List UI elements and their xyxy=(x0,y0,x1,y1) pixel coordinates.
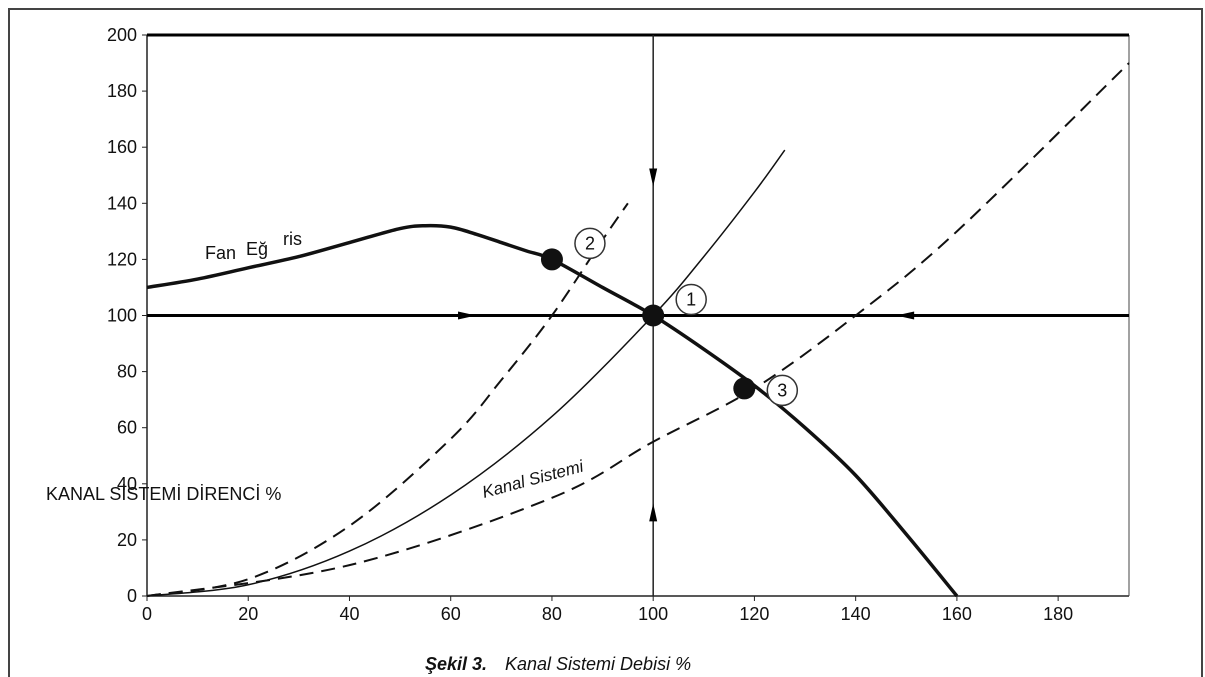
figure-caption-text: Kanal Sistemi Debisi % xyxy=(505,654,691,674)
x-tick-label: 80 xyxy=(542,604,562,624)
arrow-right xyxy=(458,311,477,320)
figure-frame xyxy=(8,8,1203,677)
y-tick-label: 120 xyxy=(107,249,137,269)
operating-point-2 xyxy=(540,248,563,271)
labels-layer: 1 2 3 xyxy=(585,233,787,400)
y-tick-label: 40 xyxy=(117,474,137,494)
operating-point-1 xyxy=(642,304,665,327)
x-tick-label: 140 xyxy=(841,604,871,624)
y-tick-label: 0 xyxy=(127,586,137,606)
fan-curve-label-part1: Fan xyxy=(205,243,236,263)
y-tick-label: 200 xyxy=(107,25,137,45)
series-line-3 xyxy=(146,62,1130,597)
figure-caption-number: Şekil 3. xyxy=(425,654,487,674)
y-tick-label: 60 xyxy=(117,418,137,438)
point-label-circle-2 xyxy=(574,227,606,260)
fan-curve-label-part3: ris xyxy=(283,229,302,249)
arrow-up xyxy=(649,503,658,522)
series-layer xyxy=(146,62,1130,598)
x-tick-label: 0 xyxy=(142,604,152,624)
point-label-circle-3 xyxy=(766,374,799,407)
point-label-1: 1 xyxy=(686,290,696,310)
series-line-1 xyxy=(146,149,786,597)
y-tick-label: 100 xyxy=(107,306,137,326)
arrow-left xyxy=(896,311,915,320)
series-line-2 xyxy=(146,202,629,597)
y-tick-label: 140 xyxy=(107,193,137,213)
x-tick-label: 60 xyxy=(441,604,461,624)
point-label-circle-1 xyxy=(675,283,707,316)
fan-curve-label-part2: Eğ xyxy=(246,239,268,259)
y-tick-label: 160 xyxy=(107,137,137,157)
x-tick-label: 180 xyxy=(1043,604,1073,624)
axes-layer: 0 20 40 60 80 100 120 140 160 180 200 0 20 40 60 80 100 1… xyxy=(107,25,1130,624)
x-tick-label: 20 xyxy=(238,604,258,624)
y-tick-label: 20 xyxy=(117,530,137,550)
x-tick-label: 160 xyxy=(942,604,972,624)
x-tick-label: 100 xyxy=(638,604,668,624)
operating-point-3 xyxy=(733,377,756,400)
y-tick-label: 180 xyxy=(107,81,137,101)
point-label-3: 3 xyxy=(777,380,787,400)
x-tick-label: 120 xyxy=(739,604,769,624)
caption-bold: Şekil 3. xyxy=(425,654,487,674)
marks-layer xyxy=(458,168,915,522)
arrow-down xyxy=(649,168,658,187)
y-axis-label: KANAL SİSTEMİ DİRENCİ % xyxy=(46,484,281,504)
x-tick-label: 40 xyxy=(339,604,359,624)
point-label-2: 2 xyxy=(585,233,595,253)
series-line-0 xyxy=(146,223,959,598)
y-tick-label: 80 xyxy=(117,362,137,382)
